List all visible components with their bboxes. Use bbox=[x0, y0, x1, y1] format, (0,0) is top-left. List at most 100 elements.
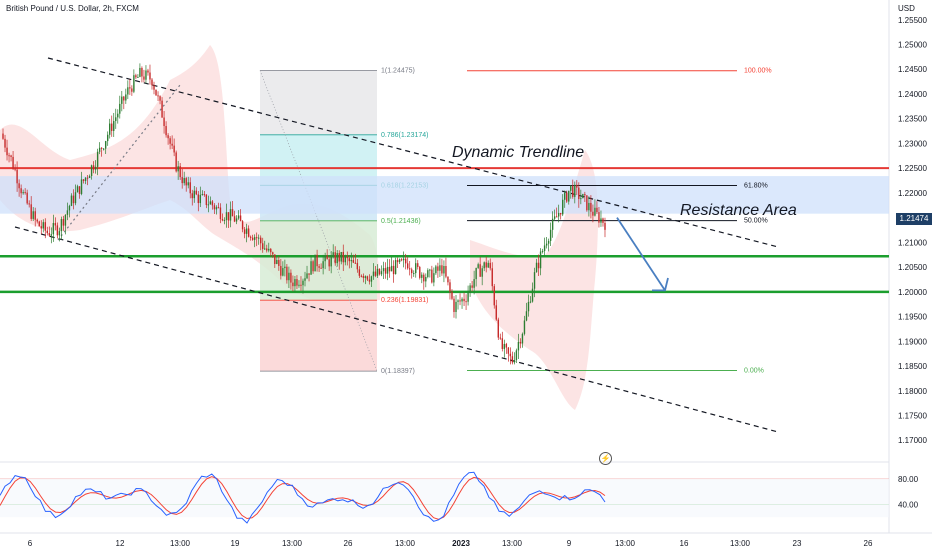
candle-body bbox=[44, 222, 46, 231]
candle-body bbox=[18, 183, 20, 189]
candle-body bbox=[260, 237, 262, 244]
candle-body bbox=[155, 89, 157, 96]
fib-retracement-right[interactable]: 100.00% 61.80% 50.00% 0.00% bbox=[467, 68, 772, 375]
trend-channel[interactable] bbox=[14, 57, 779, 433]
candle-body bbox=[169, 138, 171, 144]
candle-body bbox=[481, 268, 483, 277]
price-tick-label: 1.25500 bbox=[898, 16, 927, 25]
lightning-icon[interactable]: ⚡ bbox=[599, 452, 612, 465]
candle-body bbox=[539, 251, 542, 269]
candle-body bbox=[485, 262, 487, 268]
candle-body bbox=[125, 94, 127, 101]
resistance-area-label[interactable]: Resistance Area bbox=[680, 202, 797, 219]
dynamic-trendline-label[interactable]: Dynamic Trendline bbox=[452, 144, 584, 161]
currency-label: USD bbox=[898, 4, 915, 13]
candle-body bbox=[320, 267, 322, 269]
candle-body bbox=[139, 67, 141, 77]
candle-body bbox=[487, 262, 489, 268]
candle-body bbox=[237, 215, 240, 219]
candle-body bbox=[249, 236, 252, 238]
candle-body bbox=[584, 194, 586, 196]
candle-body bbox=[292, 282, 294, 287]
projection-arrow[interactable] bbox=[616, 217, 669, 292]
fib-level-label: 0.236(1.19831) bbox=[381, 297, 428, 304]
candle-body bbox=[284, 266, 286, 269]
candle-body bbox=[604, 222, 606, 230]
candle-body bbox=[398, 259, 401, 263]
price-axis[interactable]: 1.25500 1.25000 1.24500 1.24000 1.23500 1.230… bbox=[898, 16, 927, 445]
candle-body bbox=[334, 252, 336, 264]
candle-body bbox=[117, 113, 119, 118]
candle-body bbox=[22, 192, 24, 194]
candle-body bbox=[491, 268, 493, 287]
annotations[interactable]: Dynamic Trendline Resistance Area bbox=[452, 144, 797, 219]
candle-body bbox=[163, 117, 165, 127]
time-tick-label: 16 bbox=[680, 539, 689, 548]
candle-body bbox=[288, 272, 290, 281]
candle-body bbox=[316, 254, 318, 267]
candle-body bbox=[135, 75, 137, 78]
arrow-shaft bbox=[616, 217, 666, 291]
horizontal-levels[interactable] bbox=[0, 167, 889, 294]
price-tick-label: 1.17500 bbox=[898, 411, 927, 420]
candle-body bbox=[408, 268, 411, 270]
candle-body bbox=[96, 151, 99, 167]
candle-body bbox=[513, 360, 516, 363]
candle-body bbox=[324, 255, 326, 262]
candle-body bbox=[231, 209, 234, 217]
candle-body bbox=[457, 300, 459, 302]
resistance-zone[interactable] bbox=[0, 176, 889, 214]
candle-body bbox=[533, 272, 536, 289]
time-axis[interactable]: 6 12 13:00 19 13:00 26 13:00 2023 13:00 9 13:00 16 1… bbox=[28, 539, 873, 548]
candle-body bbox=[80, 179, 83, 194]
candle-body bbox=[433, 273, 435, 283]
candle-body bbox=[211, 201, 214, 206]
candle-body bbox=[119, 103, 121, 114]
candle-body bbox=[594, 207, 596, 216]
candle-body bbox=[78, 186, 81, 194]
time-tick-label: 26 bbox=[864, 539, 873, 548]
candle-body bbox=[16, 169, 18, 184]
candle-body bbox=[417, 263, 419, 267]
candle-body bbox=[153, 85, 155, 90]
candle-body bbox=[541, 250, 544, 252]
candle-body bbox=[173, 145, 175, 153]
candle-body bbox=[529, 301, 532, 303]
channel-lower-line[interactable] bbox=[14, 226, 779, 433]
time-tick-label: 23 bbox=[793, 539, 802, 548]
candle-body bbox=[406, 263, 409, 269]
candle-body bbox=[159, 96, 161, 101]
candle-body bbox=[451, 291, 453, 299]
candle-body bbox=[515, 350, 518, 361]
fib-level-label: 0.5(1.21436) bbox=[381, 218, 421, 225]
candle-body bbox=[294, 279, 296, 287]
oscillator-tick-label: 80.00 bbox=[898, 475, 919, 484]
candle-body bbox=[179, 166, 181, 178]
candle-body bbox=[213, 205, 216, 210]
candle-body bbox=[386, 266, 389, 274]
candle-body bbox=[247, 228, 250, 237]
candle-body bbox=[24, 192, 26, 194]
current-price-tag: 1.21474 bbox=[896, 212, 932, 225]
resistance-zone-rect[interactable] bbox=[0, 176, 889, 214]
candle-body bbox=[94, 166, 97, 170]
candle-body bbox=[368, 279, 371, 282]
candle-body bbox=[330, 256, 332, 267]
fib-level-label: 0(1.18397) bbox=[381, 368, 415, 375]
candle-body bbox=[582, 194, 584, 199]
candle-body bbox=[497, 319, 499, 338]
candle-body bbox=[102, 148, 105, 150]
candle-body bbox=[537, 262, 540, 269]
candle-body bbox=[344, 256, 346, 263]
fib-retracement-left[interactable]: 1(1.24475)0.786(1.23174)0.618(1.22153)0.… bbox=[259, 67, 428, 375]
candle-body bbox=[227, 212, 230, 221]
stochastic-rsi-pane[interactable]: 80.00 40.00 bbox=[0, 471, 919, 524]
time-tick-label: 13:00 bbox=[502, 539, 523, 548]
symbol-title[interactable]: British Pound / U.S. Dollar, 2h, FXCM bbox=[6, 4, 139, 13]
candle-body bbox=[255, 237, 258, 239]
candle-body bbox=[60, 219, 63, 232]
fib-level-label: 1(1.24475) bbox=[381, 67, 415, 74]
candle-body bbox=[131, 88, 133, 92]
